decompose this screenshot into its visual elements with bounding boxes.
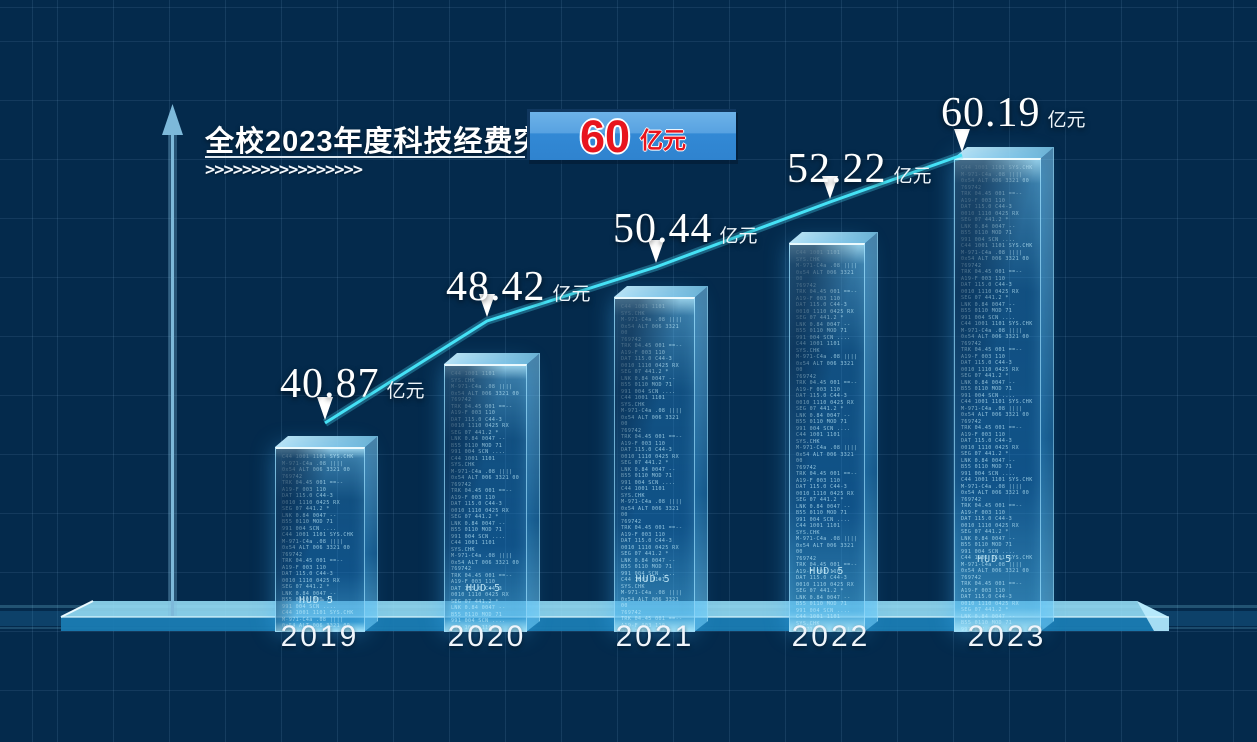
bar-top-face [954,147,1054,158]
bar-front-face: C44 1001 1101 SYS.CHK M-971-C4a .08 ||||… [789,243,865,632]
value-unit: 亿元 [1047,110,1086,131]
year-label-2021: 2021 [615,620,695,653]
title-underline [205,156,525,158]
hud-label: HUD-5 [298,594,334,606]
value-label-2019: 40.87 亿元 [280,360,425,408]
value-number: 40.87 [280,361,380,407]
value-label-2021: 50.44 亿元 [613,205,758,253]
y-axis-shaft-glow [168,130,177,616]
value-number: 48.42 [446,264,546,310]
platform-left-edge [60,600,94,618]
hud-label: HUD-5 [466,582,502,594]
bar-front-face: C44 1001 1101 SYS.CHK M-971-C4a .08 ||||… [614,297,695,632]
hud-label: HUD-5 [809,565,845,577]
value-unit: 亿元 [386,381,425,402]
page-title: 全校2023年度科技经费突破 [205,126,574,158]
value-unit: 亿元 [719,226,758,247]
bar-front-face: C44 1001 1101 SYS.CHK M-971-C4a .08 ||||… [444,364,527,632]
bar-2021: C44 1001 1101 SYS.CHK M-971-C4a .08 ||||… [614,286,708,632]
bar-top-face [275,436,378,447]
value-unit: 亿元 [893,166,932,187]
value-label-2022: 52.22 亿元 [787,145,932,193]
bar-side-face [864,232,878,632]
bar-top-face [789,232,878,243]
y-axis-arrowhead-icon [162,104,183,135]
y-axis-shaft [171,130,174,616]
bar-2019: C44 1001 1101 SYS.CHK M-971-C4a .08 ||||… [275,436,378,632]
bar-side-face [364,436,378,632]
platform-right-bevel [1137,601,1169,631]
bar-side-face [526,353,540,632]
bar-top-face [614,286,708,297]
bar-side-face [694,286,708,632]
badge-unit: 亿元 [640,126,687,153]
bar-top-face [444,353,540,364]
value-unit: 亿元 [552,284,591,305]
value-label-2020: 48.42 亿元 [446,263,591,311]
bar-shade [955,160,1040,631]
bar-front-face: C44 1001 1101 SYS.CHK M-971-C4a .08 ||||… [275,447,365,632]
headline-badge: 60 亿元 [527,109,736,160]
chevron-row-icon: >>>>>>>>>>>>>>>>> [205,160,363,180]
value-number: 50.44 [613,206,713,252]
badge-value: 60 [579,110,631,162]
bar-2023: C44 1001 1101 SYS.CHK M-971-C4a .08 ||||… [954,147,1054,632]
value-number: 52.22 [787,146,887,192]
year-label-2022: 2022 [791,620,871,653]
bar-shade [276,449,364,631]
hud-label: HUD-5 [635,573,671,585]
value-label-2023: 60.19 亿元 [941,89,1086,137]
bar-side-face [1040,147,1054,632]
bar-2020: C44 1001 1101 SYS.CHK M-971-C4a .08 ||||… [444,353,540,632]
year-label-2020: 2020 [447,620,527,653]
hud-label: HUD-5 [977,554,1013,566]
year-label-2019: 2019 [280,620,360,653]
year-label-2023: 2023 [967,620,1047,653]
value-number: 60.19 [941,90,1041,136]
bar-2022: C44 1001 1101 SYS.CHK M-971-C4a .08 ||||… [789,232,878,632]
bar-front-face: C44 1001 1101 SYS.CHK M-971-C4a .08 ||||… [954,158,1041,632]
